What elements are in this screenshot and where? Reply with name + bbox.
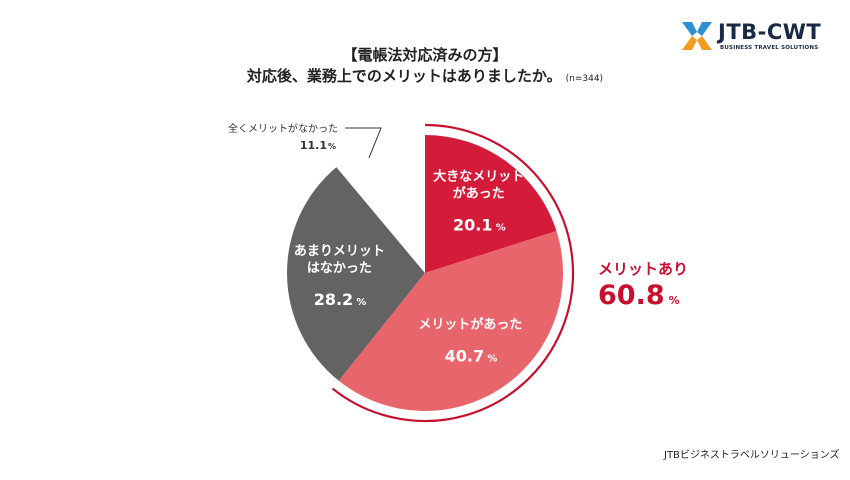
pie-slice-4 bbox=[336, 135, 425, 273]
slice-unit-2: % bbox=[487, 353, 497, 364]
chart-title-line2: 対応後、業務上でのメリットはありましたか。 (n=344) bbox=[0, 65, 850, 86]
slice-label-1-line-1: 大きなメリット bbox=[433, 168, 524, 184]
slice-label-3-line-1: あまりメリット bbox=[294, 244, 385, 259]
slice-value-3: 28.2 bbox=[314, 290, 353, 309]
slice-label-2-line-1: メリットがあった bbox=[418, 316, 522, 332]
logo-subtext: BUSINESS TRAVEL SOLUTIONS bbox=[720, 45, 819, 51]
merit-total-number: 60.8 bbox=[598, 280, 665, 311]
slice-unit-1: % bbox=[496, 222, 506, 233]
merit-total-value: 60.8% bbox=[598, 280, 680, 311]
chart-question: 対応後、業務上でのメリットはありましたか。 bbox=[246, 67, 562, 85]
company-logo: JTB-CWT BUSINESS TRAVEL SOLUTIONS bbox=[680, 18, 830, 58]
logo-text: JTB-CWT bbox=[718, 20, 822, 44]
merit-total-unit: % bbox=[668, 294, 680, 307]
sample-size: (n=344) bbox=[565, 74, 604, 84]
slice-value-2: 40.7 bbox=[445, 346, 484, 365]
slice-unit-3: % bbox=[356, 297, 366, 308]
chart-title-line1: 【電帳法対応済みの方】 bbox=[342, 46, 508, 64]
pie-slice-2 bbox=[338, 231, 564, 412]
slice-label-1-line-2: があった bbox=[453, 185, 505, 201]
slice-leader-line bbox=[345, 127, 382, 159]
pie-slice-1 bbox=[425, 135, 557, 273]
slice-label-4-line-1: 全くメリットがなかった bbox=[228, 122, 338, 135]
slice-value-4: 11.1 bbox=[300, 139, 327, 152]
merit-total-label: メリットあり bbox=[598, 260, 689, 278]
slice-label-3-line-2: はなかった bbox=[307, 261, 372, 276]
footer-credit: JTBビジネストラベルソリューションズ bbox=[664, 450, 840, 461]
logo-mark-icon bbox=[682, 22, 712, 50]
merit-bracket-arc bbox=[331, 123, 575, 423]
slice-value-1: 20.1 bbox=[453, 215, 492, 234]
slice-unit-4: % bbox=[328, 142, 336, 151]
pie-slice-3 bbox=[286, 167, 425, 381]
